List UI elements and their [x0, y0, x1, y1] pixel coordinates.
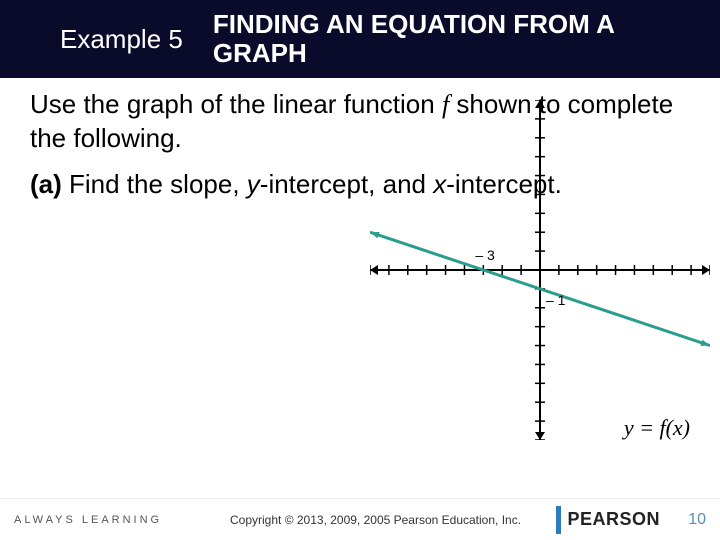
part-a-label: (a) [30, 169, 62, 199]
pa-y: y [247, 169, 260, 199]
pearson-text: PEARSON [567, 509, 660, 530]
svg-text:– 3: – 3 [475, 247, 495, 263]
eq-y: y [624, 415, 634, 440]
eq-eq: = [634, 415, 660, 440]
eq-paren: (x) [666, 415, 690, 440]
copyright-text: Copyright © 2013, 2009, 2005 Pearson Edu… [230, 513, 521, 527]
slide-title: FINDING AN EQUATION FROM A GRAPH [213, 10, 700, 67]
coordinate-graph: – 3 – 1 [370, 100, 710, 440]
slide-header: Example 5 FINDING AN EQUATION FROM A GRA… [0, 0, 720, 78]
always-learning: ALWAYS LEARNING [14, 514, 162, 526]
svg-text:– 1: – 1 [546, 292, 566, 308]
graph: – 3 – 1 [370, 100, 710, 445]
pearson-bar-icon [556, 506, 561, 534]
page-number: 10 [688, 511, 706, 529]
pearson-logo: PEARSON [556, 506, 660, 534]
equation-label: y = f(x) [624, 415, 690, 441]
pa-t1: Find the slope, [62, 169, 247, 199]
example-number: Example 5 [60, 24, 183, 55]
slide-footer: ALWAYS LEARNING Copyright © 2013, 2009, … [0, 498, 720, 540]
